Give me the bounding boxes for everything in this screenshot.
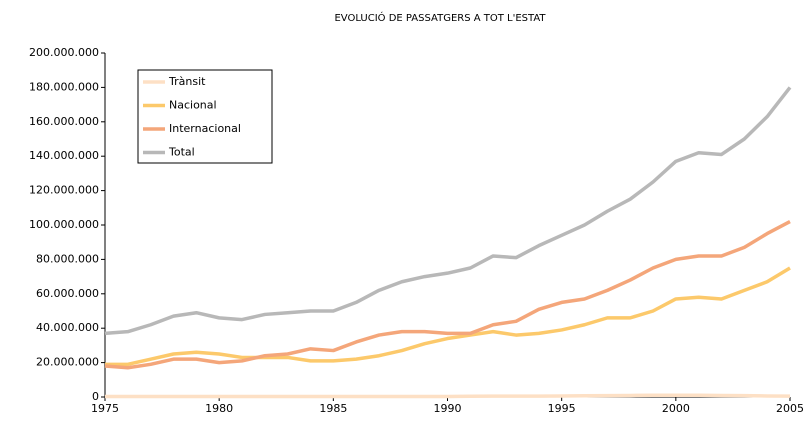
series-line [105, 393, 791, 399]
y-tick-label: 180.000.000 [29, 80, 99, 93]
legend-label: Internacional [169, 122, 241, 135]
chart-title: EVOLUCIÓ DE PASSATGERS A TOT L'ESTAT [334, 11, 546, 24]
x-tick-label: 1990 [434, 402, 462, 415]
series-line [104, 86, 792, 336]
legend-box [137, 69, 273, 164]
y-tick-label: 40.000.000 [36, 321, 99, 334]
x-tick-label: 2005 [776, 402, 804, 415]
series-line [104, 220, 791, 370]
x-tick-label: 1985 [319, 402, 347, 415]
x-tick-label: 2000 [662, 402, 690, 415]
y-tick-label: 140.000.000 [29, 149, 99, 162]
x-tick-label: 1995 [548, 402, 576, 415]
y-tick-label: 20.000.000 [36, 356, 99, 369]
x-tick-label: 1975 [91, 402, 119, 415]
y-tick-label: 100.000.000 [29, 218, 99, 231]
y-tick-label: 80.000.000 [36, 252, 99, 265]
y-tick-label: 200.000.000 [29, 46, 99, 59]
legend-label: Trànsit [168, 75, 206, 88]
y-tick-label: 120.000.000 [29, 184, 99, 197]
y-tick-label: 0 [92, 390, 99, 403]
y-tick-label: 60.000.000 [36, 287, 99, 300]
x-tick-label: 1980 [205, 402, 233, 415]
legend-label: Nacional [169, 99, 217, 112]
series-line [105, 266, 791, 367]
y-tick-label: 160.000.000 [29, 115, 99, 128]
legend-label: Total [168, 146, 195, 159]
